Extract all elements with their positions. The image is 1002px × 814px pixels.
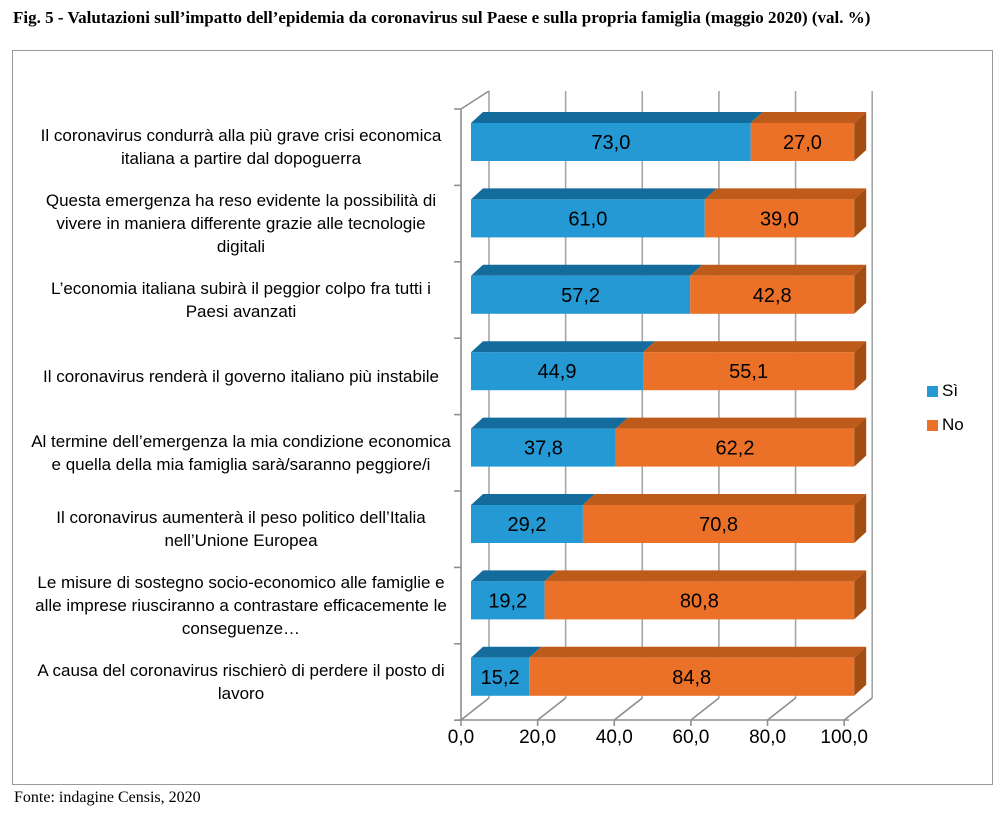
bar-no-3 (643, 352, 855, 391)
legend-item-no: No (927, 415, 964, 435)
value-label-si-0: 73,0 (591, 132, 630, 154)
bar-no-top-2 (690, 264, 867, 276)
value-label-no-1: 39,0 (760, 208, 799, 230)
legend-label-si: Sì (942, 381, 959, 400)
bar-si-top-5 (471, 494, 595, 505)
legend-swatch-no-icon (927, 419, 938, 431)
value-label-si-2: 57,2 (561, 285, 600, 307)
x-tick-40,0: 40,0 (595, 727, 633, 748)
value-label-si-7: 15,2 (481, 667, 520, 689)
value-label-no-3: 55,1 (729, 361, 768, 383)
bar-si-3 (471, 352, 644, 391)
legend-item-si: Sì (927, 381, 964, 401)
value-label-no-6: 80,8 (680, 590, 719, 612)
x-tick-100,0: 100,0 (820, 727, 868, 748)
value-label-si-1: 61,0 (568, 208, 607, 230)
bar-no-2 (690, 275, 855, 314)
source-note: Fonte: indagine Censis, 2020 (14, 789, 201, 806)
bar-no-1 (704, 199, 855, 238)
bar-no-4 (615, 428, 855, 467)
bar-no-top-3 (643, 341, 867, 353)
bar-si-2 (471, 275, 691, 314)
value-label-no-5: 70,8 (699, 514, 738, 536)
bar-si-top-1 (471, 188, 717, 200)
chart-area: Il coronavirus condurrà alla più grave c… (12, 50, 993, 785)
bar-no-side-6 (854, 570, 867, 620)
bar-no-top-4 (615, 417, 867, 429)
value-label-no-2: 42,8 (753, 285, 792, 307)
x-tick-20,0: 20,0 (519, 727, 557, 748)
value-label-si-5: 29,2 (507, 514, 546, 536)
category-label-0: Il coronavirus condurrà alla più grave c… (40, 126, 442, 168)
bar-si-5 (471, 505, 583, 543)
bar-no-0 (750, 123, 855, 161)
bar-si-top-7 (471, 646, 542, 658)
x-tick-0,0: 0,0 (447, 727, 475, 748)
bar-si-top-2 (471, 264, 703, 276)
bar-si-top-6 (471, 570, 557, 582)
value-label-si-4: 37,8 (524, 438, 563, 460)
category-label-2: L’economia italiana subirà il peggior co… (51, 278, 431, 321)
bar-si-6 (471, 581, 545, 620)
value-label-si-6: 19,2 (488, 590, 527, 612)
category-label-7: A causa del coronavirus rischierò di per… (37, 660, 445, 703)
bar-si-4 (471, 428, 616, 467)
bar-no-top-0 (750, 112, 867, 123)
bar-si-top-4 (471, 417, 628, 429)
value-label-no-0: 27,0 (783, 132, 822, 154)
bar-no-side-5 (854, 494, 867, 543)
x-tick-80,0: 80,0 (749, 727, 787, 748)
bar-si-top-3 (471, 341, 656, 353)
legend-label-no: No (942, 415, 964, 434)
value-label-si-3: 44,9 (538, 361, 577, 383)
value-label-no-7: 84,8 (672, 667, 711, 689)
bar-si-1 (471, 199, 705, 238)
bar-no-top-6 (544, 570, 867, 582)
bar-no-top-1 (704, 188, 867, 200)
bar-no-side-2 (854, 264, 867, 314)
bar-no-top-5 (582, 494, 867, 505)
figure-title: Fig. 5 - Valutazioni sull’impatto dell’e… (13, 8, 871, 27)
bar-no-5 (582, 505, 855, 543)
legend: Sì No (927, 381, 964, 435)
category-label-1: Questa emergenza ha reso evidente la pos… (45, 190, 437, 256)
bar-no-side-7 (854, 646, 867, 696)
bar-no-side-0 (854, 112, 867, 161)
bar-no-6 (544, 581, 855, 620)
bar-si-7 (471, 657, 530, 696)
bar-no-side-1 (854, 188, 867, 238)
x-tick-60,0: 60,0 (672, 727, 710, 748)
plot-area: 73,0 27,0 61,0 39,0 57,2 42,8 44,9 55,1 37,8 62,2… (454, 90, 874, 726)
category-label-3: Il coronavirus renderà il governo italia… (43, 366, 439, 386)
category-label-5: Il coronavirus aumenterà il peso politic… (56, 508, 426, 550)
bar-si-0 (471, 123, 751, 161)
bar-no-side-4 (854, 417, 867, 467)
bar-si-top-0 (471, 112, 763, 123)
category-label-4: Al termine dell’emergenza la mia condizi… (31, 431, 451, 474)
legend-swatch-si-icon (927, 385, 938, 397)
category-label-6: Le misure di sostegno socio-economico al… (35, 572, 447, 638)
value-label-no-4: 62,2 (716, 438, 755, 460)
bar-no-top-7 (529, 646, 867, 658)
bar-no-side-3 (854, 341, 867, 391)
bar-no-7 (529, 657, 855, 696)
